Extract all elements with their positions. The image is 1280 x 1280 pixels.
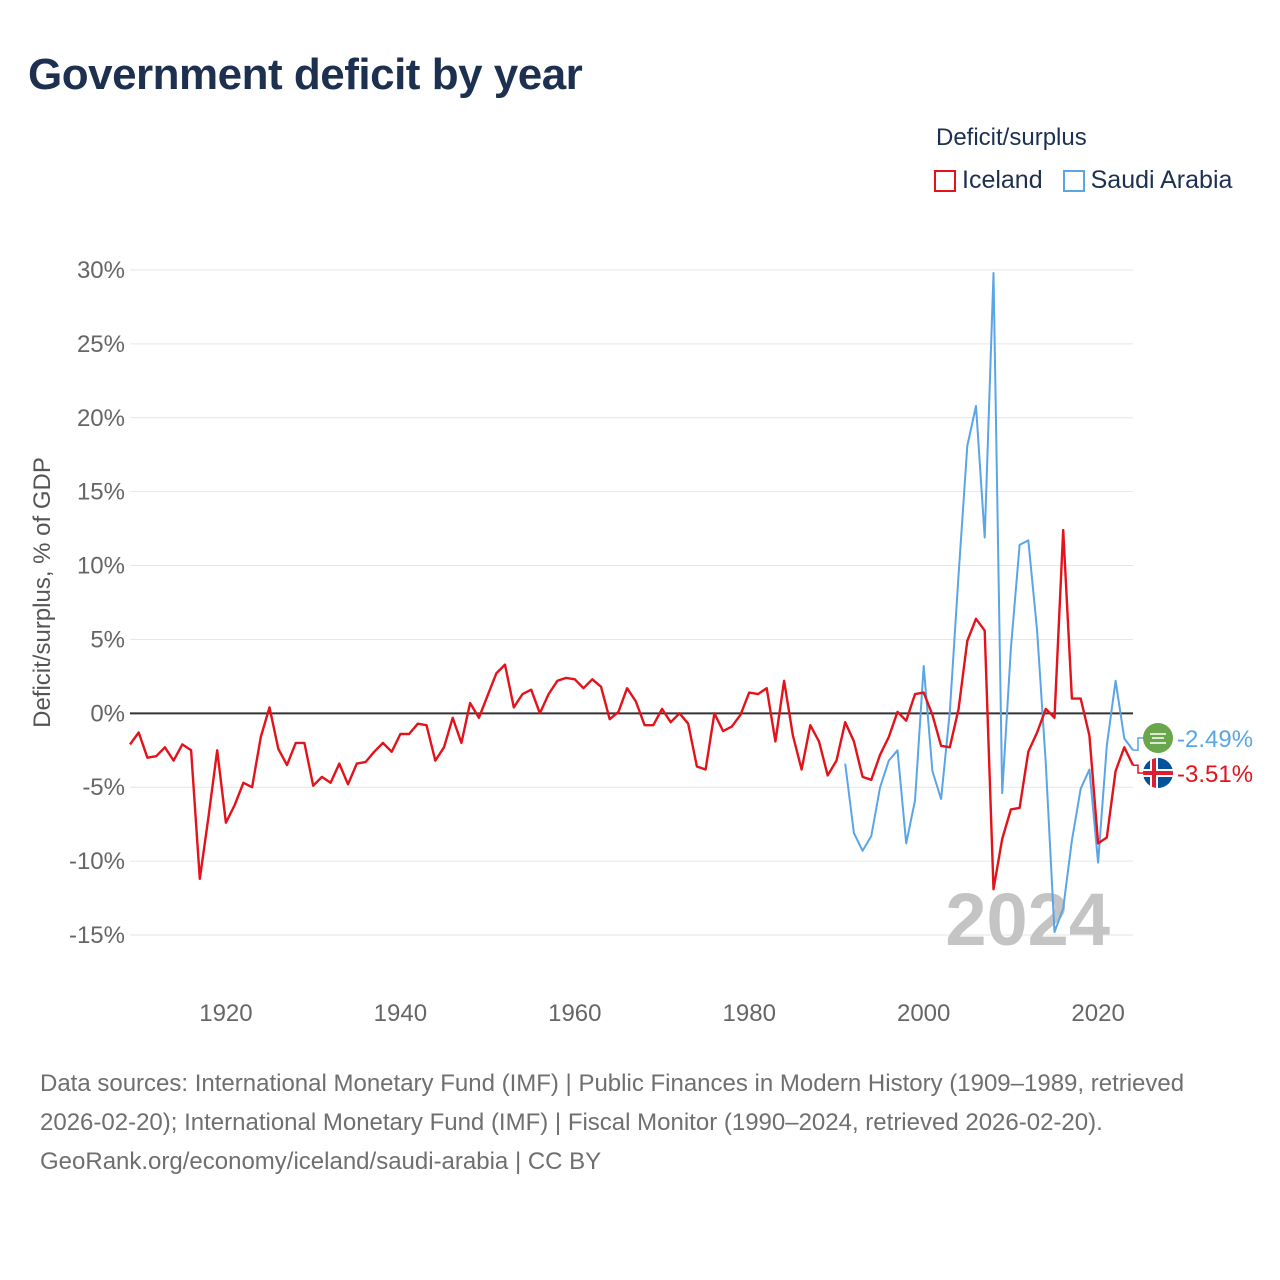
data-sources: Data sources: International Monetary Fun… xyxy=(40,1070,1185,1136)
y-tick-label: 10% xyxy=(77,553,125,580)
line-chart: -15%-10%-5%0%5%10%15%20%25%30% 1920 1940 1… xyxy=(29,257,1253,1027)
attribution: GeoRank.org/economy/iceland/saudi-arabia… xyxy=(40,1148,602,1175)
x-tick-label: 1960 xyxy=(548,1000,601,1027)
series-line-iceland[interactable] xyxy=(129,528,1135,891)
series-line-saudi-arabia[interactable] xyxy=(844,272,1134,933)
end-labels: -2.49% -3.51% xyxy=(1133,723,1253,788)
flag-iceland-icon xyxy=(1143,758,1173,788)
legend-swatch-saudi-arabia xyxy=(1062,169,1085,192)
chart-title: Government deficit by year xyxy=(28,50,583,99)
grid-lines xyxy=(130,269,1133,936)
legend-item-saudi-arabia[interactable]: Saudi Arabia xyxy=(1062,166,1233,195)
y-tick-label: 0% xyxy=(90,700,125,727)
legend-swatch-iceland xyxy=(934,169,956,192)
end-label-saudi-arabia: -2.49% xyxy=(1177,726,1253,753)
x-tick-label: 1980 xyxy=(723,1000,776,1027)
y-tick-label: 30% xyxy=(77,257,125,284)
legend-item-iceland[interactable]: Iceland xyxy=(934,166,1043,195)
y-axis-label: Deficit/surplus, % of GDP xyxy=(29,457,56,728)
series-lines xyxy=(129,272,1135,933)
year-watermark: 2024 xyxy=(945,878,1110,961)
x-tick-label: 2020 xyxy=(1071,1000,1124,1027)
flag-saudi-arabia-icon xyxy=(1143,723,1173,753)
y-axis-ticks: -15% -10% -5% 0% 5% 10% 15% 20% 25% 30% xyxy=(69,257,125,949)
footer: Data sources: International Monetary Fun… xyxy=(40,1064,1240,1181)
legend: Iceland Saudi Arabia xyxy=(934,166,1232,195)
y-tick-label: -15% xyxy=(69,922,125,949)
y-tick-label: -5% xyxy=(82,774,125,801)
legend-title: Deficit/surplus xyxy=(936,124,1087,151)
x-tick-label: 1940 xyxy=(374,1000,427,1027)
end-leader-saudi-arabia xyxy=(1133,737,1145,751)
y-tick-label: 25% xyxy=(77,331,125,358)
end-label-iceland: -3.51% xyxy=(1177,761,1253,788)
end-leader-iceland xyxy=(1133,764,1145,774)
y-tick-label: 5% xyxy=(90,626,125,653)
y-tick-label: 20% xyxy=(77,405,125,432)
x-axis-ticks: 1920 1940 1960 1980 2000 2020 xyxy=(199,1000,1125,1027)
legend-label-saudi-arabia: Saudi Arabia xyxy=(1090,166,1233,194)
x-tick-label: 2000 xyxy=(897,1000,950,1027)
y-tick-label: -10% xyxy=(69,848,125,875)
y-tick-label: 15% xyxy=(77,479,125,506)
legend-label-iceland: Iceland xyxy=(962,166,1043,194)
x-tick-label: 1920 xyxy=(199,1000,252,1027)
